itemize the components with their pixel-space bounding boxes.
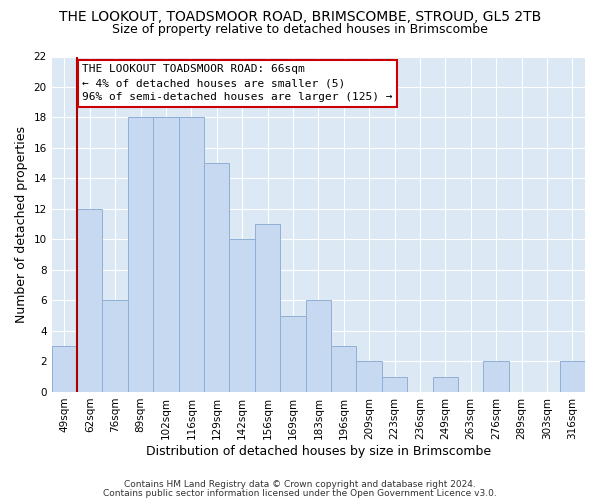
Bar <box>255 224 280 392</box>
Bar <box>204 163 229 392</box>
Bar <box>560 362 585 392</box>
Bar <box>52 346 77 392</box>
Text: THE LOOKOUT TOADSMOOR ROAD: 66sqm
← 4% of detached houses are smaller (5)
96% of: THE LOOKOUT TOADSMOOR ROAD: 66sqm ← 4% o… <box>82 64 392 102</box>
Bar <box>356 362 382 392</box>
Bar <box>433 376 458 392</box>
Text: Contains public sector information licensed under the Open Government Licence v3: Contains public sector information licen… <box>103 488 497 498</box>
X-axis label: Distribution of detached houses by size in Brimscombe: Distribution of detached houses by size … <box>146 444 491 458</box>
Text: Contains HM Land Registry data © Crown copyright and database right 2024.: Contains HM Land Registry data © Crown c… <box>124 480 476 489</box>
Bar <box>77 209 103 392</box>
Bar <box>305 300 331 392</box>
Bar <box>103 300 128 392</box>
Bar <box>179 118 204 392</box>
Bar <box>280 316 305 392</box>
Text: Size of property relative to detached houses in Brimscombe: Size of property relative to detached ho… <box>112 22 488 36</box>
Bar <box>331 346 356 392</box>
Bar <box>128 118 153 392</box>
Bar <box>229 240 255 392</box>
Text: THE LOOKOUT, TOADSMOOR ROAD, BRIMSCOMBE, STROUD, GL5 2TB: THE LOOKOUT, TOADSMOOR ROAD, BRIMSCOMBE,… <box>59 10 541 24</box>
Y-axis label: Number of detached properties: Number of detached properties <box>15 126 28 322</box>
Bar <box>153 118 179 392</box>
Bar <box>382 376 407 392</box>
Bar <box>484 362 509 392</box>
